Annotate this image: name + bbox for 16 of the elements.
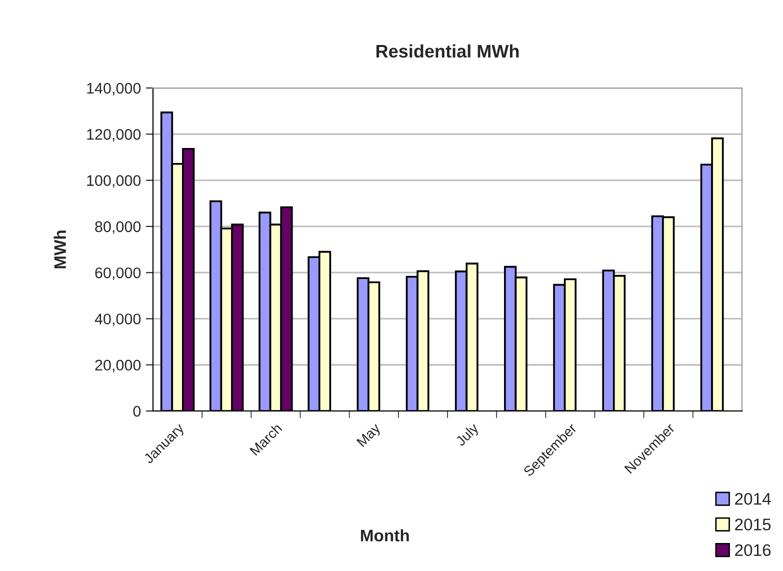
y-tick-label: 140,000 [87, 82, 141, 96]
y-tick-label: 20,000 [95, 360, 141, 372]
y-tick-label: 40,000 [94, 314, 141, 326]
y-tick-label: 0 [133, 406, 141, 417]
legend-label: 2015 [735, 518, 771, 530]
y-tick-label: 80,000 [95, 221, 141, 234]
y-tick-label: 120,000 [87, 129, 141, 142]
x-axis-title: Month [360, 529, 409, 542]
legend-label: 2014 [735, 492, 771, 505]
y-tick-label: 60,000 [95, 267, 141, 280]
legend-label: 2016 [735, 544, 771, 556]
x-tick-label: May [356, 422, 384, 450]
chart-title: Residential MWh [376, 44, 519, 58]
x-tick-label: July [454, 422, 482, 449]
y-tick-label: 100,000 [87, 175, 141, 188]
y-axis-title: MWh [54, 230, 66, 268]
